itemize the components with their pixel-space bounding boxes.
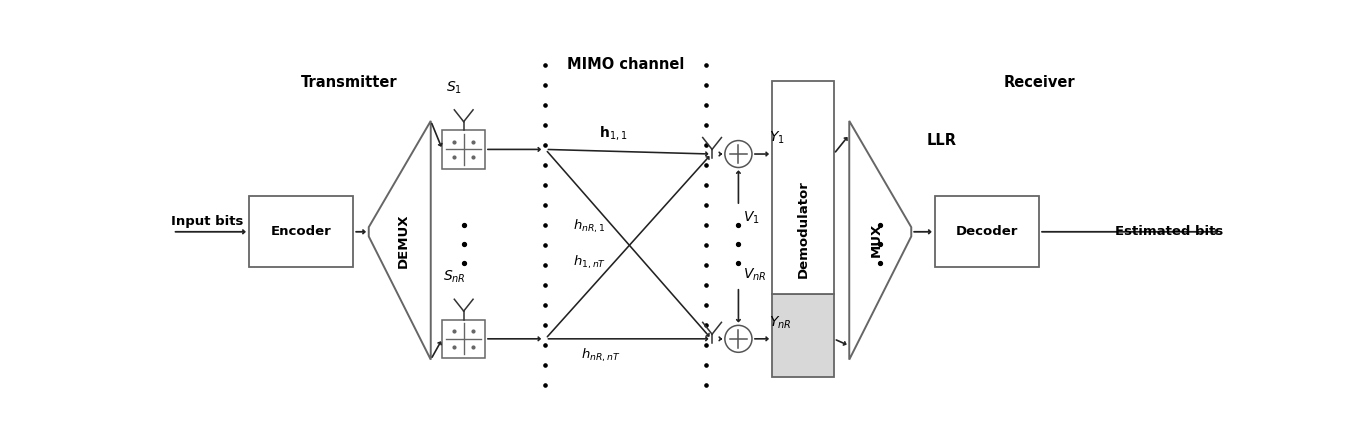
Text: $\mathbf{h}_{1,1}$: $\mathbf{h}_{1,1}$ xyxy=(598,124,627,142)
Circle shape xyxy=(724,140,752,167)
Text: $V_{nR}$: $V_{nR}$ xyxy=(743,267,767,283)
Text: Encoder: Encoder xyxy=(271,225,331,238)
Text: Demodulator: Demodulator xyxy=(797,180,809,278)
Polygon shape xyxy=(368,121,431,360)
Text: $h_{nR,1}$: $h_{nR,1}$ xyxy=(572,218,605,235)
Bar xyxy=(772,294,834,377)
Text: DEMUX: DEMUX xyxy=(397,213,411,268)
Text: Decoder: Decoder xyxy=(956,225,1019,238)
Bar xyxy=(772,81,834,294)
Text: $Y_1$: $Y_1$ xyxy=(769,130,784,146)
Bar xyxy=(249,196,353,267)
Text: $V_1$: $V_1$ xyxy=(743,210,760,226)
Text: $S_{nR}$: $S_{nR}$ xyxy=(444,269,465,285)
Text: $Y_{nR}$: $Y_{nR}$ xyxy=(769,315,791,331)
Text: Transmitter: Transmitter xyxy=(301,75,397,90)
Circle shape xyxy=(724,325,752,352)
Bar xyxy=(442,130,485,169)
Text: Receiver: Receiver xyxy=(1003,75,1075,90)
Bar xyxy=(935,196,1039,267)
Bar xyxy=(442,319,485,358)
Text: MIMO channel: MIMO channel xyxy=(567,57,684,72)
Text: $S_1$: $S_1$ xyxy=(446,80,463,96)
Text: $h_{nR,nT}$: $h_{nR,nT}$ xyxy=(582,346,622,364)
Text: MUX: MUX xyxy=(869,223,883,257)
Text: Estimated bits: Estimated bits xyxy=(1116,225,1224,238)
Polygon shape xyxy=(849,121,912,360)
Text: Input bits: Input bits xyxy=(171,215,244,228)
Text: $h_{1,nT}$: $h_{1,nT}$ xyxy=(572,253,605,271)
Text: LLR: LLR xyxy=(927,132,957,148)
